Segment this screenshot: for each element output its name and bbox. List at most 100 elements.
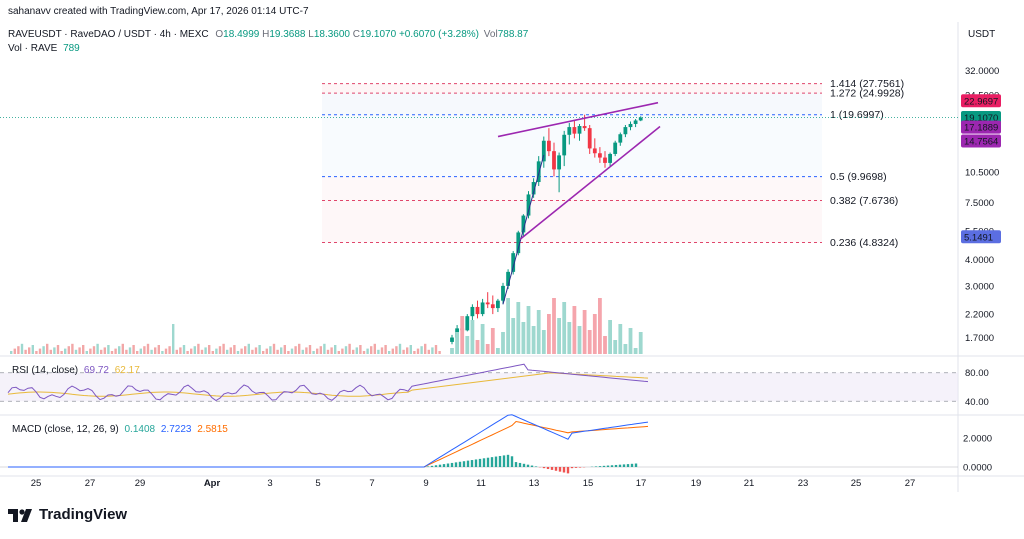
volume-bar bbox=[251, 349, 254, 354]
macd-histogram-bar bbox=[510, 456, 514, 467]
volume-bar bbox=[272, 343, 276, 354]
volume-bar bbox=[402, 349, 405, 354]
volume-bar bbox=[82, 345, 85, 354]
fib-zone bbox=[322, 176, 822, 201]
volume-bar bbox=[125, 349, 128, 354]
volume-bar bbox=[143, 346, 146, 354]
volume-bar bbox=[100, 349, 103, 354]
time-axis-tick: 15 bbox=[583, 478, 594, 489]
macd-histogram-bar bbox=[618, 464, 622, 467]
volume-bar bbox=[128, 347, 132, 354]
volume-bar bbox=[373, 343, 376, 354]
volume-bar bbox=[200, 349, 204, 354]
macd-histogram-value: 0.1408 bbox=[124, 424, 156, 435]
macd-histogram-bar bbox=[598, 466, 602, 467]
macd-histogram-bar bbox=[506, 454, 510, 467]
volume-bar bbox=[521, 322, 526, 354]
volume-bar bbox=[290, 348, 294, 354]
fib-level-label: 1 (19.6997) bbox=[830, 109, 884, 121]
volume-bar bbox=[501, 332, 505, 354]
macd-histogram-bar bbox=[574, 467, 578, 468]
volume-bar bbox=[613, 340, 618, 354]
macd-histogram-bar bbox=[614, 464, 618, 467]
volume-bar bbox=[341, 348, 344, 354]
tradingview-logo-text: TradingView bbox=[39, 506, 128, 523]
time-axis-tick: 25 bbox=[851, 478, 862, 489]
volume-bar bbox=[71, 343, 74, 354]
price-axis-tick: 2.2000 bbox=[965, 310, 994, 321]
price-axis-tick: 3.0000 bbox=[965, 281, 994, 292]
symbol-legend[interactable]: RAVEUSDT · RaveDAO / USDT · 4h · MEXC O1… bbox=[8, 29, 528, 40]
volume-bar bbox=[352, 349, 355, 354]
volume-bar bbox=[496, 348, 500, 354]
volume-bar bbox=[240, 348, 243, 354]
price-tag bbox=[961, 230, 1001, 244]
candle-body bbox=[552, 151, 556, 170]
macd-histogram-bar bbox=[462, 461, 466, 467]
macd-histogram-bar bbox=[554, 467, 558, 471]
volume-bar bbox=[380, 347, 384, 354]
price-tag bbox=[961, 120, 1001, 134]
price-axis-tick: 4.0000 bbox=[965, 255, 994, 266]
macd-histogram-bar bbox=[622, 464, 626, 467]
macd-histogram-bar bbox=[630, 463, 634, 467]
volume-bar bbox=[567, 322, 572, 354]
price-tag-label: 19.1070 bbox=[964, 113, 998, 124]
macd-histogram-bar bbox=[494, 456, 498, 467]
time-axis-tick: 11 bbox=[476, 478, 486, 489]
candle-body bbox=[496, 300, 500, 309]
volume-bar bbox=[168, 346, 171, 354]
price-tag bbox=[961, 94, 1001, 108]
volume-bar bbox=[526, 306, 531, 354]
volume-bar bbox=[438, 351, 441, 354]
time-axis-tick: 21 bbox=[744, 478, 755, 489]
macd-histogram-bar bbox=[478, 458, 482, 467]
macd-line bbox=[8, 414, 649, 468]
time-axis-tick: 9 bbox=[423, 478, 428, 489]
volume-bar bbox=[197, 343, 200, 354]
price-axis-tick: 10.5000 bbox=[965, 167, 999, 178]
currency-label[interactable]: USDT bbox=[968, 29, 996, 40]
candle-body bbox=[541, 140, 546, 162]
volume-bar bbox=[233, 345, 236, 354]
volume-bar bbox=[398, 343, 402, 354]
volume-bar bbox=[552, 298, 556, 354]
volume-bar bbox=[547, 314, 551, 354]
volume-bar bbox=[633, 348, 638, 354]
symbol-name[interactable]: RAVEUSDT · RaveDAO / USDT · 4h · MEXC bbox=[8, 29, 209, 40]
candle-body bbox=[475, 306, 480, 315]
volume-bar bbox=[157, 345, 160, 354]
volume-legend[interactable]: Vol · RAVE 789 bbox=[8, 43, 80, 54]
tradingview-logo-icon bbox=[8, 508, 32, 522]
volume-bar bbox=[370, 346, 373, 354]
macd-histogram-bar bbox=[490, 457, 494, 467]
macd-legend[interactable]: MACD (close, 12, 26, 9) 0.1408 2.7223 2.… bbox=[12, 424, 228, 435]
volume-bar bbox=[20, 343, 24, 354]
volume-bar bbox=[465, 336, 470, 354]
candle-body bbox=[485, 302, 490, 305]
candle-body bbox=[526, 194, 531, 216]
candle-body bbox=[465, 316, 470, 331]
volume-bar bbox=[17, 346, 20, 354]
volume-bar bbox=[114, 348, 117, 354]
rsi-line bbox=[7, 363, 649, 402]
macd-histogram-bar bbox=[610, 465, 614, 467]
volume-bar bbox=[172, 324, 175, 354]
volume-bar bbox=[388, 351, 391, 354]
volume-bar bbox=[301, 349, 304, 354]
macd-histogram-bar bbox=[530, 465, 534, 467]
candle-body bbox=[598, 153, 602, 158]
price-tag-label: 22.9697 bbox=[964, 96, 998, 107]
volume-bar bbox=[587, 330, 592, 354]
rsi-legend[interactable]: RSI (14, close) 69.72 62.17 bbox=[12, 365, 140, 376]
volume-bar bbox=[78, 347, 81, 354]
volume-bar bbox=[89, 348, 92, 354]
volume-bar bbox=[229, 347, 232, 354]
volume-bar bbox=[406, 347, 409, 354]
volume-bar bbox=[103, 347, 106, 354]
volume-bar bbox=[344, 346, 348, 354]
volume-bar bbox=[31, 345, 34, 354]
candle-body bbox=[623, 127, 628, 135]
macd-histogram-bar bbox=[438, 464, 442, 467]
